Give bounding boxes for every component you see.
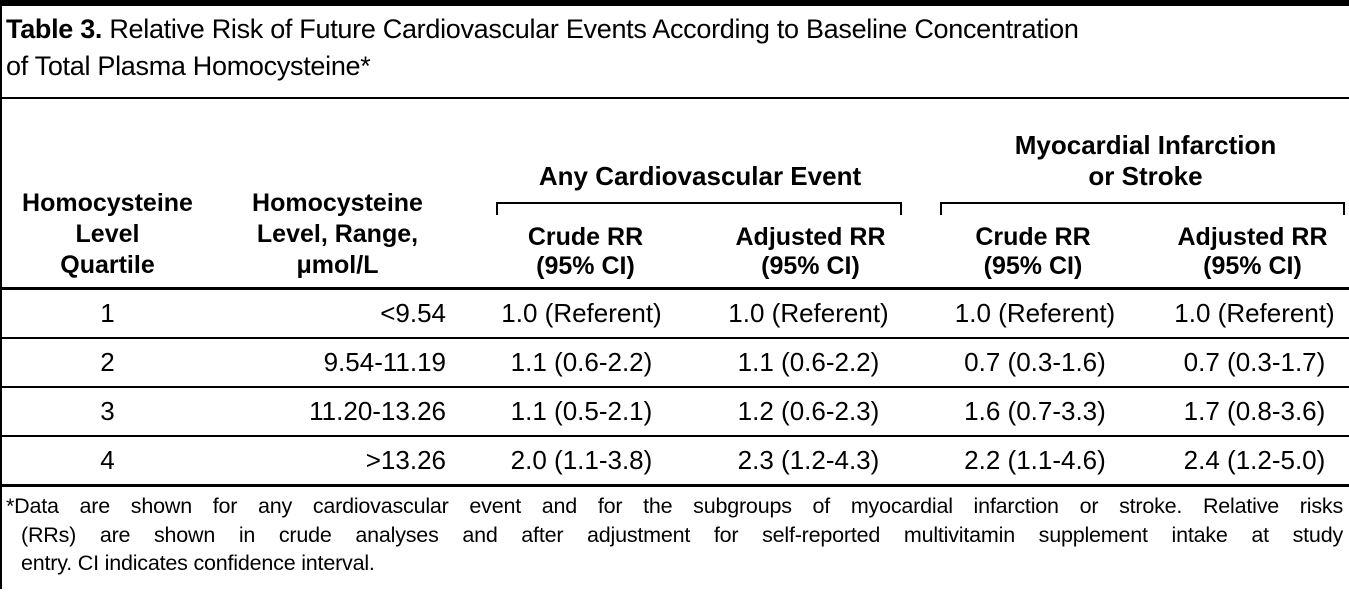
cell-any-adjusted-rr: 1.1 (0.6-2.2) [737,347,880,377]
header-mi-adjusted-rr: Adjusted RR (95% CI) [1177,223,1328,280]
cell-quartile: 4 [100,445,115,475]
cell-quartile: 3 [100,396,115,426]
cell-range: 9.54-11.19 [323,347,446,377]
cell-mi-adjusted-rr: 2.4 (1.2-5.0) [1183,445,1326,475]
table-caption: Table 3. Relative Risk of Future Cardiov… [0,6,1349,97]
cell-mi-crude-rr: 0.7 (0.3-1.6) [964,347,1106,377]
cell-mi-adjusted-rr: 0.7 (0.3-1.7) [1183,347,1326,377]
header-group-mi-or-stroke: Myocardial Infarction or Stroke Crude RR… [910,99,1349,287]
cell-any-adjusted-rr: 2.3 (1.2-4.3) [737,445,880,475]
table-footnote: *Data are shown for any cardiovascular e… [0,487,1349,578]
footnote-line: *Data are shown for any cardiovascular e… [6,494,1343,518]
cell-mi-crude-rr: 2.2 (1.1-4.6) [964,445,1106,475]
cell-mi-crude-rr: 1.0 (Referent) [954,298,1116,328]
cell-any-crude-rr: 1.0 (Referent) [501,298,662,328]
table-header: Homocysteine Level Quartile Homocysteine… [0,97,1349,290]
cell-mi-adjusted-rr: 1.7 (0.8-3.6) [1183,396,1326,426]
left-edge-rule [0,0,2,589]
table-row: 1 <9.54 1.0 (Referent) 1.0 (Referent) 1.… [0,290,1349,339]
table-number: Table 3. [6,14,103,44]
cell-mi-adjusted-rr: 1.0 (Referent) [1174,298,1335,328]
group-title-any-cv-event: Any Cardiovascular Event [538,161,862,191]
subheaders-any: Crude RR (95% CI) Adjusted RR (95% CI) [460,215,910,287]
cell-quartile: 1 [100,298,115,328]
header-range: Homocysteine Level, Range, μmol/L [252,189,423,279]
cell-any-adjusted-rr: 1.0 (Referent) [728,298,889,328]
cell-any-crude-rr: 1.1 (0.5-2.1) [510,396,653,426]
group-bracket-mi [940,202,1345,215]
subheaders-mi: Crude RR (95% CI) Adjusted RR (95% CI) [910,215,1349,287]
header-quartile: Homocysteine Level Quartile [22,189,193,279]
cell-range: 11.20-13.26 [309,396,446,426]
group-bracket-any [496,202,902,215]
header-group-any-cv-event: Any Cardiovascular Event Crude RR (95% C… [460,99,910,287]
top-rule [0,0,1349,6]
cell-any-crude-rr: 1.1 (0.6-2.2) [510,347,653,377]
cell-any-adjusted-rr: 1.2 (0.6-2.3) [737,396,880,426]
footnote-line: entry. CI indicates confidence interval. [21,551,375,575]
table-row: 3 11.20-13.26 1.1 (0.5-2.1) 1.2 (0.6-2.3… [0,388,1349,437]
table-row: 2 9.54-11.19 1.1 (0.6-2.2) 1.1 (0.6-2.2)… [0,339,1349,388]
group-title-mi-or-stroke: Myocardial Infarction or Stroke [1014,130,1277,191]
header-mi-crude-rr: Crude RR (95% CI) [975,223,1091,280]
cell-any-crude-rr: 2.0 (1.1-3.8) [510,445,653,475]
cell-range: <9.54 [380,298,446,328]
table-title-text: Relative Risk of Future Cardiovascular E… [6,14,1079,81]
cell-range: >13.26 [365,445,446,475]
header-any-crude-rr: Crude RR (95% CI) [527,223,644,280]
cell-quartile: 2 [100,347,115,377]
table-row: 4 >13.26 2.0 (1.1-3.8) 2.3 (1.2-4.3) 2.2… [0,437,1349,487]
header-any-adjusted-rr: Adjusted RR (95% CI) [735,223,886,280]
footnote-line: (RRs) are shown in crude analyses and af… [21,522,1343,547]
cell-mi-crude-rr: 1.6 (0.7-3.3) [964,396,1106,426]
